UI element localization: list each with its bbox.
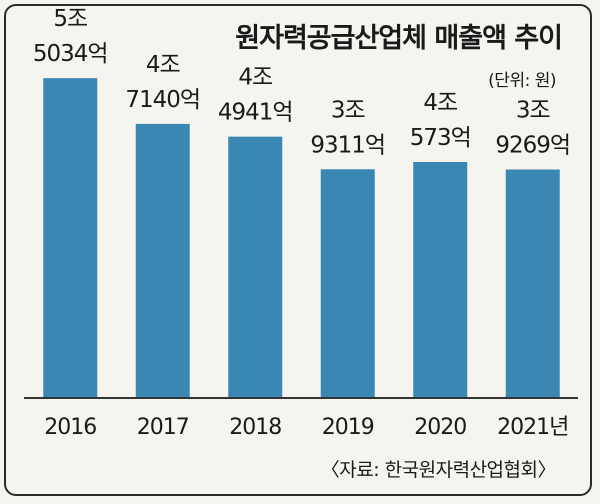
- unit-label: (단위: 원): [488, 71, 556, 91]
- chart-frame: [4, 4, 592, 496]
- data-label-jo-5: 3조: [516, 98, 550, 124]
- x-tick-label-0: 2016: [44, 415, 96, 440]
- source-note: 〈자료: 한국원자력산업협회〉: [320, 459, 557, 481]
- data-label-jo-0: 5조: [53, 6, 87, 32]
- data-label-jo-3: 3조: [331, 97, 365, 123]
- x-tick-label-3: 2019: [322, 415, 374, 440]
- data-label-jo-4: 4조: [423, 90, 457, 116]
- x-tick-label-5: 2021년: [497, 415, 568, 440]
- data-label-eok-2: 4941억: [218, 100, 293, 126]
- x-tick-label-4: 2020: [414, 415, 466, 440]
- x-tick-label-1: 2017: [137, 415, 189, 440]
- data-label-eok-1: 7140억: [125, 87, 200, 113]
- bar-5: [505, 169, 560, 397]
- data-label-eok-5: 9269억: [495, 133, 570, 159]
- data-label-jo-2: 4조: [238, 65, 272, 91]
- data-label-eok-0: 5034억: [33, 41, 108, 67]
- bar-1: [135, 123, 190, 398]
- data-label-jo-1: 4조: [146, 52, 180, 78]
- bar-0: [43, 78, 98, 397]
- data-label-eok-3: 9311억: [310, 132, 385, 158]
- chart-title: 원자력공급산업체 매출액 추이: [235, 23, 563, 54]
- bar-3: [320, 169, 375, 397]
- data-label-eok-4: 573억: [410, 125, 471, 151]
- bar-4: [413, 161, 468, 397]
- bar-2: [228, 136, 283, 397]
- x-tick-label-2: 2018: [229, 415, 281, 440]
